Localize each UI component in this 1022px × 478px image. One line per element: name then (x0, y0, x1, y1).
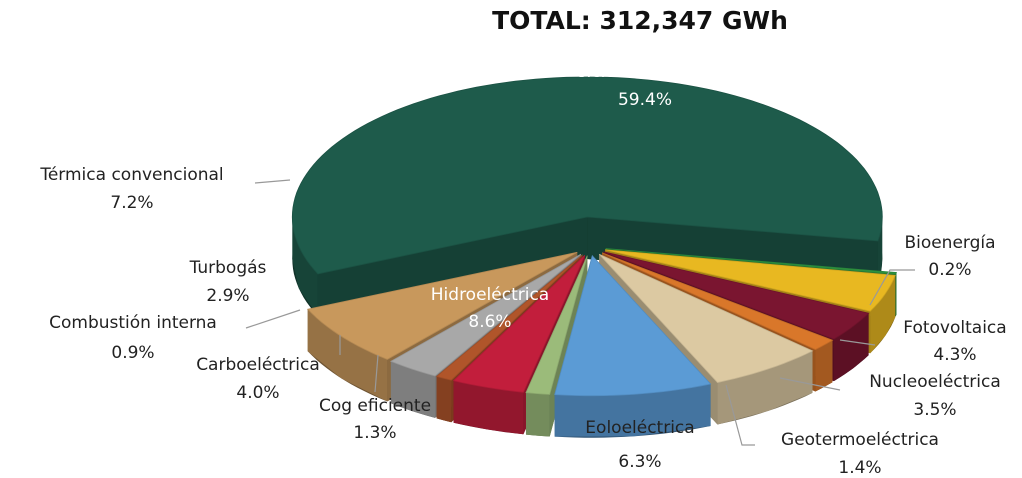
leader-line (725, 384, 755, 446)
pie-slice (452, 255, 586, 393)
slice-wall (717, 350, 813, 425)
slice-wall (554, 384, 711, 437)
chart-title: TOTAL: 312,347 GWh (492, 6, 788, 35)
slice-side (317, 216, 588, 316)
slice-wall (895, 272, 897, 317)
leader-line (374, 354, 379, 393)
pie-slice (525, 255, 588, 395)
slice-label: Fotovoltaica (903, 318, 1006, 338)
slice-wall (526, 392, 550, 437)
value-label: 59.4% (618, 90, 672, 110)
pie-slice (605, 249, 896, 312)
slice-wall (390, 361, 435, 418)
leader-line (869, 269, 915, 306)
slice-label: Turbogás (189, 258, 267, 278)
slice-label: Eoloeléctrica (585, 418, 694, 438)
slice-label: Bioenergía (904, 233, 995, 253)
value-label: 8.6% (468, 312, 511, 332)
slice-label: Carboeléctrica (196, 355, 320, 375)
slice-wall (307, 309, 388, 402)
value-label: 1.4% (838, 458, 881, 478)
leader-line (839, 339, 876, 346)
value-label: 0.9% (111, 343, 154, 363)
value-label: 3.5% (913, 400, 956, 420)
slice-wall (292, 217, 318, 316)
pie-slice (605, 248, 897, 275)
value-label: 0.2% (928, 260, 971, 280)
pie-slice (598, 253, 814, 383)
slice-wall (877, 217, 883, 283)
value-label: 7.2% (110, 193, 153, 213)
value-label: 1.3% (353, 423, 396, 443)
leader-lines (245, 179, 915, 446)
pie-slice (389, 253, 582, 377)
leader-line (779, 377, 841, 391)
pie-slice (554, 254, 712, 397)
slice-label: Geotermoeléctrica (781, 430, 939, 450)
slice-label: Ciclo combinado (575, 62, 716, 82)
slice-label: Térmica convencional (39, 165, 223, 185)
slice-group (554, 254, 712, 438)
value-label: 4.3% (933, 345, 976, 365)
slice-label: Cog eficiente (319, 396, 431, 416)
pie-slice (435, 254, 583, 381)
slice-wall (436, 376, 452, 423)
pie-slice (291, 76, 883, 275)
pie-slice (601, 252, 834, 350)
slice-wall (453, 380, 524, 435)
value-label: 6.3% (618, 452, 661, 472)
pie (291, 76, 897, 438)
leader-line (245, 309, 301, 329)
pie-slice (603, 251, 870, 340)
slice-group (291, 76, 883, 316)
slice-label: Hidroeléctrica (431, 285, 549, 305)
leader-line (254, 179, 291, 184)
slice-wall (870, 275, 896, 354)
slice-wall (833, 313, 869, 382)
value-label: 4.0% (236, 383, 279, 403)
value-label: 2.9% (206, 286, 249, 306)
pie-slice (306, 251, 578, 360)
slice-wall (815, 340, 833, 392)
slice-label: Combustión interna (49, 313, 217, 333)
slice-label: Nucleoeléctrica (869, 372, 1001, 392)
